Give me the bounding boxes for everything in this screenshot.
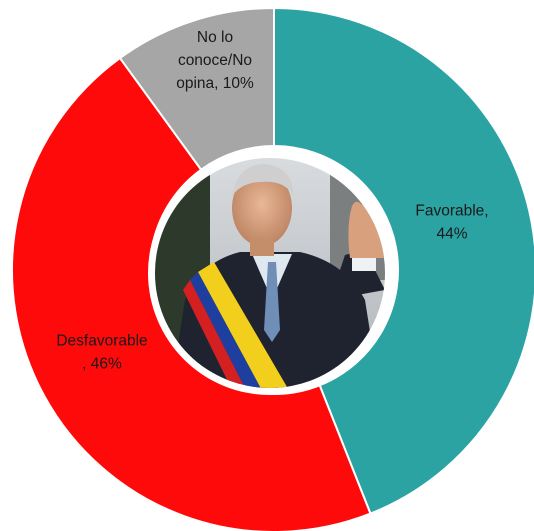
slice-labels: Favorable, 44% Desfavorable, 46% No lo conoc… (56, 29, 488, 373)
slice-favorable (273, 6, 534, 515)
slice-no-opina (118, 6, 275, 172)
slice-desfavorable-label: Desfavorable, 46% (56, 333, 147, 373)
slice-favorable-label: Favorable, 44% (415, 203, 488, 243)
slice-no-opina-label: No lo conoce/No opina, 10% (176, 29, 254, 92)
donut-slices (11, 6, 534, 531)
